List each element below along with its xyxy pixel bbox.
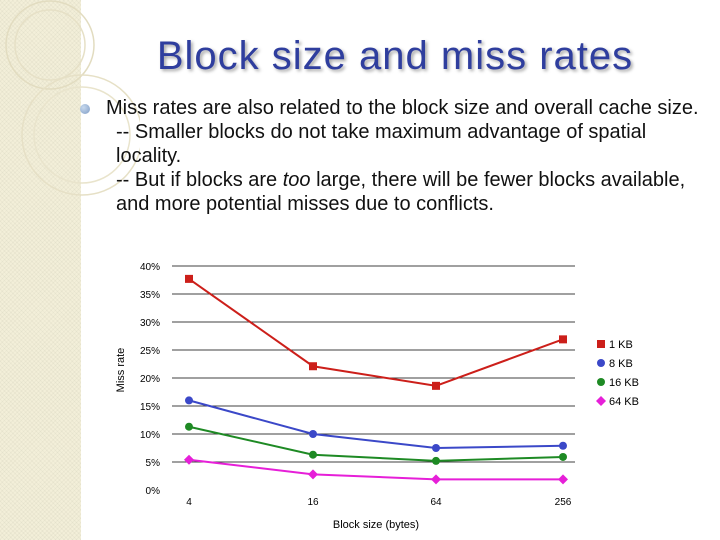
- x-axis-title: Block size (bytes): [333, 519, 419, 531]
- data-point-64-kb: [558, 474, 568, 485]
- y-tick-label: 0%: [146, 486, 161, 497]
- y-tick-label: 20%: [140, 374, 160, 385]
- data-point-8-kb: [559, 441, 567, 450]
- sub-point-small-blocks: -- Smaller blocks do not take maximum ad…: [116, 121, 647, 167]
- bullet-dot-icon: [80, 104, 90, 114]
- slide-body: Miss rates are also related to the block…: [106, 96, 706, 216]
- legend-label-1-kb: 1 KB: [609, 339, 633, 351]
- series-line-8-kb: [188, 399, 564, 450]
- data-point-64-kb: [184, 454, 194, 465]
- y-tick-label: 15%: [140, 402, 160, 413]
- bullet-main-text: Miss rates are also related to the block…: [106, 97, 699, 119]
- legend-marker-16-kb: [597, 378, 605, 386]
- x-tick-label: 64: [430, 497, 442, 508]
- data-point-1-kb: [185, 274, 193, 283]
- x-tick-label: 256: [555, 497, 572, 508]
- sub-point-emphasis: too: [282, 169, 311, 191]
- slide-title: Block size and miss rates: [156, 34, 634, 78]
- x-tick-label: 16: [307, 497, 319, 508]
- data-point-16-kb: [185, 422, 193, 431]
- sub-point-text-start: -- But if blocks are: [116, 169, 283, 191]
- data-point-16-kb: [309, 450, 317, 459]
- legend-label-8-kb: 8 KB: [609, 358, 633, 370]
- data-point-64-kb: [431, 474, 441, 485]
- data-point-8-kb: [309, 430, 317, 438]
- decorative-side-stripe: [0, 0, 81, 540]
- data-point-1-kb: [559, 335, 567, 344]
- legend-marker-64-kb: [596, 396, 606, 406]
- legend-label-16-kb: 16 KB: [609, 377, 639, 389]
- series-line-1-kb: [188, 278, 564, 387]
- data-point-16-kb: [432, 456, 440, 465]
- y-tick-label: 5%: [146, 458, 161, 469]
- sub-point-text-end: large, there will be fewer blocks availa…: [116, 169, 686, 215]
- legend-marker-1-kb: [597, 340, 605, 348]
- data-point-1-kb: [309, 362, 317, 371]
- data-point-64-kb: [308, 469, 318, 480]
- y-tick-label: 35%: [140, 290, 160, 301]
- sub-point-large-blocks: -- But if blocks are too large, there wi…: [106, 168, 706, 216]
- decorative-circles: [5, 0, 140, 196]
- data-point-1-kb: [432, 381, 440, 390]
- y-tick-label: 40%: [140, 262, 160, 273]
- series-line-64-kb: [188, 458, 563, 481]
- y-tick-label: 25%: [140, 346, 160, 357]
- y-axis-title: Miss rate: [115, 348, 127, 393]
- legend-marker-8-kb: [597, 359, 605, 367]
- data-point-16-kb: [559, 452, 567, 461]
- legend-label-64-kb: 64 KB: [609, 396, 639, 408]
- data-point-8-kb: [185, 396, 193, 405]
- series-line-16-kb: [188, 425, 564, 462]
- x-tick-label: 4: [186, 497, 192, 508]
- y-tick-label: 10%: [140, 430, 160, 441]
- data-point-8-kb: [432, 444, 440, 452]
- y-tick-label: 30%: [140, 318, 160, 329]
